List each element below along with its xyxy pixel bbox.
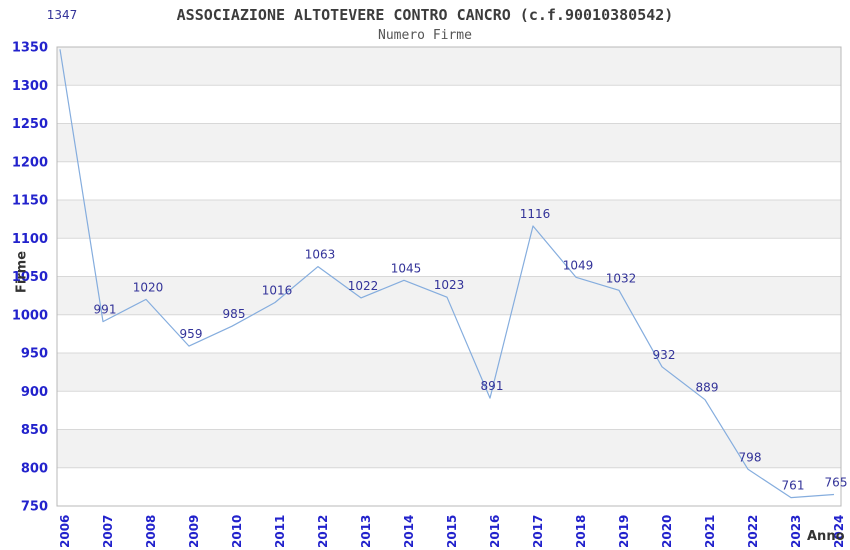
- x-tick-label: 2017: [531, 515, 545, 548]
- y-tick-label: 1250: [12, 117, 48, 132]
- y-tick-label: 750: [21, 500, 48, 515]
- plot-border: [56, 46, 842, 507]
- grid-band: [57, 200, 841, 239]
- x-tick-label: 2007: [101, 515, 115, 548]
- data-point-label: 1045: [391, 261, 422, 275]
- data-line: [59, 49, 835, 499]
- y-tick-label: 950: [21, 347, 48, 362]
- data-point-label: 1022: [348, 279, 379, 293]
- x-tick-label: 2019: [617, 515, 631, 548]
- y-tick-label: 800: [21, 461, 48, 476]
- data-point-label: 932: [653, 348, 676, 362]
- y-tick-label: 1350: [12, 41, 48, 56]
- grid-band: [57, 47, 841, 86]
- data-point-label: 761: [782, 479, 805, 493]
- y-tick-label: 850: [21, 423, 48, 438]
- x-tick-label: 2022: [746, 515, 760, 548]
- y-tick-label: 1050: [12, 270, 48, 285]
- y-tick-label: 1300: [12, 79, 48, 94]
- x-tick-label: 2011: [273, 515, 287, 548]
- x-tick-label: 2014: [402, 515, 416, 548]
- x-axis-title: Anno: [807, 529, 845, 544]
- x-tick-label: 2021: [703, 515, 717, 548]
- data-point-label: 1032: [606, 271, 637, 285]
- chart-title: ASSOCIAZIONE ALTOTEVERE CONTRO CANCRO (c…: [176, 6, 674, 24]
- y-tick-label: 1100: [12, 232, 48, 247]
- x-tick-label: 2006: [58, 515, 72, 548]
- y-tick-label: 1200: [12, 155, 48, 170]
- chart-subtitle: Numero Firme: [378, 28, 472, 43]
- y-tick-label: 900: [21, 385, 48, 400]
- data-point-label: 1347: [47, 8, 78, 22]
- grid-band: [57, 353, 841, 392]
- grid-band: [57, 123, 841, 162]
- x-tick-label: 2010: [230, 515, 244, 548]
- data-point-label: 765: [825, 476, 848, 490]
- data-point-label: 1063: [305, 248, 336, 262]
- y-tick-label: 1150: [12, 194, 48, 209]
- x-tick-label: 2008: [144, 515, 158, 548]
- data-point-label: 889: [696, 381, 719, 395]
- x-tick-label: 2009: [187, 515, 201, 548]
- data-point-label: 1020: [133, 280, 164, 294]
- x-tick-label: 2023: [789, 515, 803, 548]
- data-point-label: 1116: [520, 207, 551, 221]
- data-point-label: 1049: [563, 258, 594, 272]
- data-point-label: 991: [94, 303, 117, 317]
- grid-band: [57, 276, 841, 315]
- data-point-label: 1016: [262, 284, 293, 298]
- data-point-label: 798: [739, 450, 762, 464]
- x-tick-label: 2013: [359, 515, 373, 548]
- x-tick-label: 2020: [660, 515, 674, 548]
- data-point-label: 985: [223, 307, 246, 321]
- grid-band: [57, 429, 841, 468]
- x-tick-label: 2018: [574, 515, 588, 548]
- data-point-label: 959: [180, 327, 203, 341]
- x-tick-label: 2012: [316, 515, 330, 548]
- data-point-label: 891: [481, 379, 504, 393]
- x-tick-label: 2024: [832, 515, 846, 548]
- y-tick-label: 1000: [12, 308, 48, 323]
- data-point-label: 1023: [434, 278, 465, 292]
- y-axis-title: Firme: [14, 250, 30, 294]
- x-tick-label: 2015: [445, 515, 459, 548]
- x-tick-label: 2016: [488, 515, 502, 548]
